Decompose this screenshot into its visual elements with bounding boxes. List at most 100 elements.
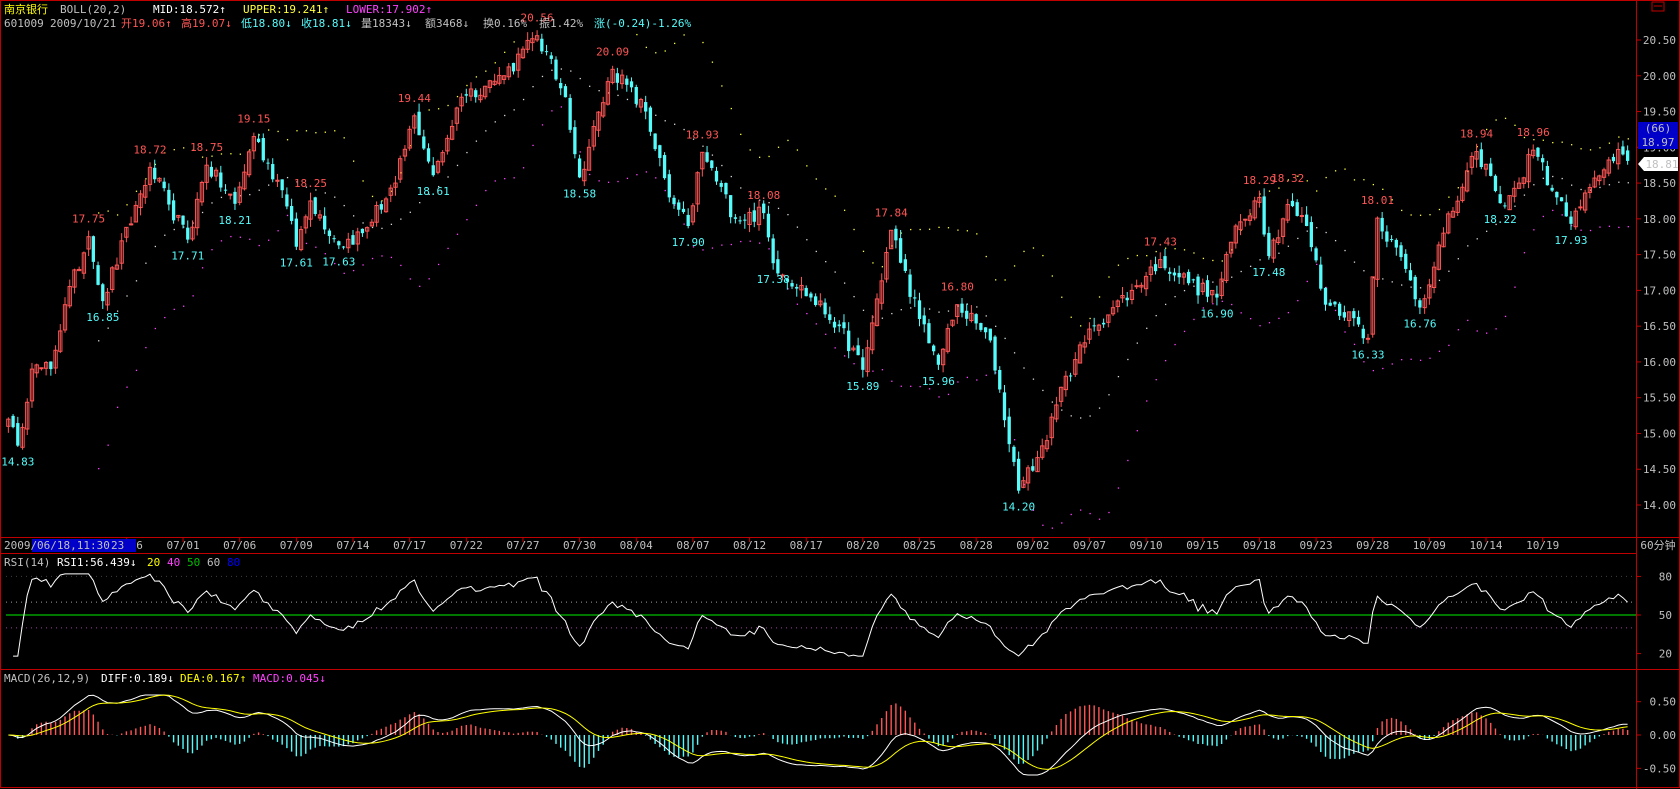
time-tick-label: 07/17 xyxy=(393,539,426,552)
boll-mid-dot xyxy=(1542,177,1544,180)
time-tick-label: 08/17 xyxy=(790,539,823,552)
candle-up xyxy=(1058,386,1064,402)
boll-upper-dot xyxy=(145,178,147,180)
candle-up xyxy=(1139,284,1144,288)
boll-mid-dot xyxy=(1382,278,1384,280)
price-tick-label: 18.00 xyxy=(1643,213,1676,226)
boll-lower-dot xyxy=(1552,209,1554,212)
peak-label: 16.76 xyxy=(1403,318,1436,331)
boll-upper-dot xyxy=(154,163,157,166)
boll-upper-dot xyxy=(1457,187,1459,189)
boll-lower-dot xyxy=(437,263,440,266)
boll-upper-dot xyxy=(1372,183,1375,186)
candle-down xyxy=(16,423,20,446)
candle-up xyxy=(29,368,35,402)
time-tick-label: 09/28 xyxy=(1356,539,1389,552)
price-tick-label: 14.50 xyxy=(1643,463,1676,476)
rsi-level-40: 40 xyxy=(167,556,180,569)
price-tick-label: 17.00 xyxy=(1643,284,1676,297)
candle-up xyxy=(487,80,493,89)
candle-up xyxy=(1106,314,1111,323)
candle-down xyxy=(1172,272,1177,276)
rsi-line xyxy=(13,573,1628,657)
candle-down xyxy=(266,162,270,164)
candle-up xyxy=(407,128,412,149)
boll-lower-dot xyxy=(1212,303,1214,305)
boll-lower-dot xyxy=(419,285,421,287)
boll-upper-dot xyxy=(806,165,808,167)
candle-down xyxy=(464,94,468,96)
boll-lower-dot xyxy=(1457,329,1459,331)
boll-mid-dot xyxy=(126,295,128,297)
boll-upper-dot xyxy=(400,172,402,174)
candle-up xyxy=(492,80,497,85)
candle-up xyxy=(1582,192,1588,211)
restore-icon[interactable] xyxy=(1651,1,1665,12)
boll-mid-dot xyxy=(702,145,704,147)
candle-up xyxy=(1526,154,1531,183)
candle-down xyxy=(1101,322,1106,325)
time-x-axis: 06/2607/0107/0607/0907/1407/1707/2207/27… xyxy=(110,537,1559,552)
time-tick-label: 07/06 xyxy=(223,539,256,552)
candle-up xyxy=(34,364,39,374)
boll-mid-dot xyxy=(400,218,402,220)
boll-mid-dot xyxy=(721,164,723,167)
candle-down xyxy=(842,322,846,329)
time-tick-label: 07/27 xyxy=(506,539,539,552)
boll-upper-dot xyxy=(494,62,496,64)
candle-down xyxy=(544,51,549,53)
boll-upper-dot xyxy=(258,134,260,136)
time-tick-label: 08/12 xyxy=(733,539,766,552)
boll-lower-dot xyxy=(1013,439,1016,441)
boll-lower-dot xyxy=(230,235,232,238)
candle-up xyxy=(530,38,535,44)
candle-down xyxy=(629,81,634,88)
boll-lower-dot xyxy=(1098,518,1101,520)
candle-up xyxy=(851,347,856,351)
candle-down xyxy=(903,259,907,271)
boll-lower-dot xyxy=(740,240,742,243)
boll-mid-dot xyxy=(1325,231,1327,234)
boll-mid-dot xyxy=(1476,238,1478,240)
price-y-axis: 20.5020.0019.5019.0018.5018.0017.5017.00… xyxy=(1636,34,1676,512)
boll-lower-dot xyxy=(1183,330,1186,333)
macd-panel: 0.50 0.00 -0.50 xyxy=(8,694,1676,776)
boll-mid-dot xyxy=(1117,375,1120,378)
boll-upper-dot xyxy=(1259,193,1261,195)
boll-mid-dot xyxy=(1080,417,1082,419)
boll-upper-dot xyxy=(872,262,874,264)
boll-upper-dot xyxy=(1552,141,1554,144)
candle-up xyxy=(1021,480,1026,488)
candle-down xyxy=(341,246,346,248)
candle-down xyxy=(573,127,577,155)
boll-mid-dot xyxy=(730,175,732,178)
time-tick-label: 07/14 xyxy=(336,539,369,552)
candle-up xyxy=(1285,204,1290,221)
boll-mid-dot xyxy=(1438,279,1441,282)
boll-mid-dot xyxy=(787,213,789,216)
boll-mid-dot xyxy=(239,195,241,197)
boll-upper-dot xyxy=(1268,190,1271,192)
boll-lower-dot xyxy=(1136,430,1138,432)
boll-upper-dot xyxy=(976,233,978,235)
boll-lower-dot xyxy=(1164,359,1167,362)
price-box xyxy=(1638,135,1678,149)
candle-down xyxy=(847,330,851,352)
candle-down xyxy=(686,214,690,226)
boll-lower-dot xyxy=(258,244,260,247)
candle-down xyxy=(710,160,714,168)
boll-lower-dot xyxy=(579,151,581,153)
boll-mid-dot xyxy=(1259,259,1261,261)
boll-upper-dot xyxy=(504,51,506,53)
boll-lower-dot xyxy=(475,204,478,207)
boll-upper-dot xyxy=(1334,170,1337,172)
boll-mid-dot xyxy=(900,309,902,311)
candle-up xyxy=(1436,244,1441,270)
candle-down xyxy=(927,323,931,344)
boll-lower-dot xyxy=(1117,487,1120,489)
macd-dea: DEA:0.167↑ xyxy=(180,672,246,685)
boll-lower-dot xyxy=(1070,513,1072,516)
boll-upper-dot xyxy=(843,209,846,211)
candle-up xyxy=(449,125,455,140)
